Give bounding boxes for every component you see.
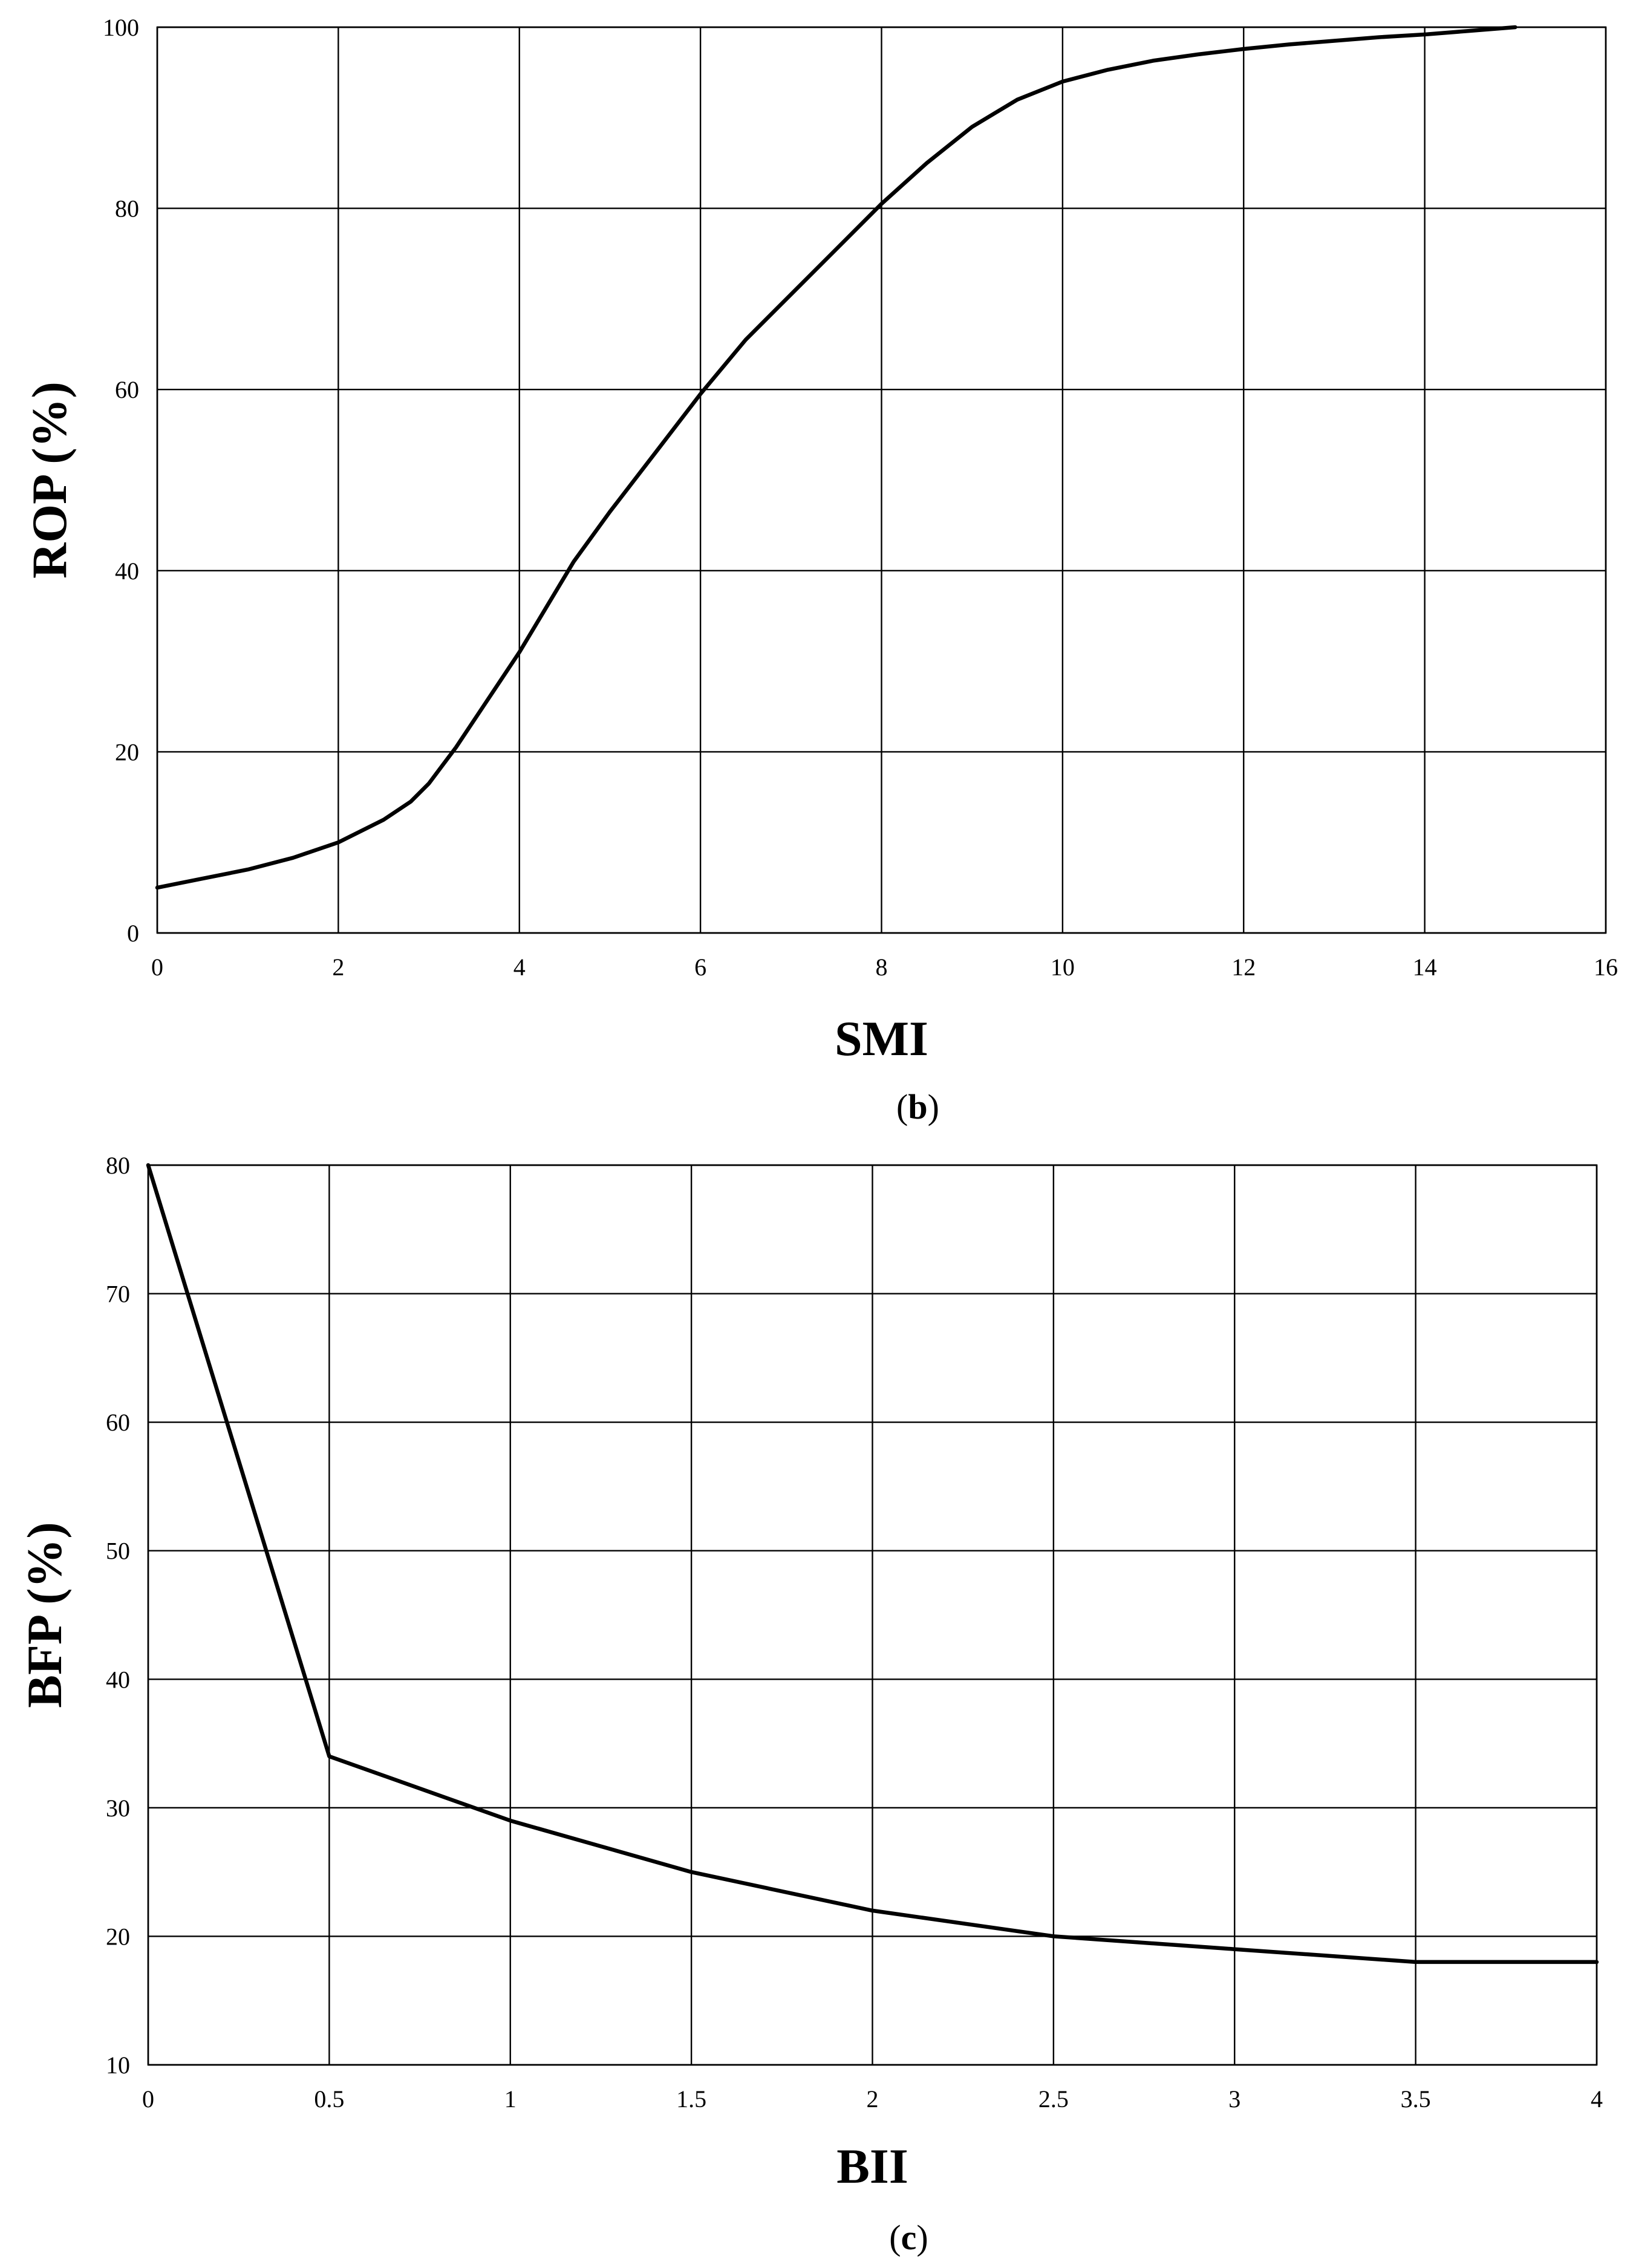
y-axis-title: BFP (%) [17, 1522, 72, 1707]
x-tick-labels: 0 2 4 6 8 10 12 14 16 [151, 954, 1618, 981]
y-tick-label: 70 [106, 1281, 130, 1308]
plot-frame [147, 1164, 1598, 2066]
y-tick-label: 80 [106, 1152, 130, 1179]
x-tick-labels: 0 0.5 1 1.5 2 2.5 3 3.5 4 [142, 2085, 1603, 2113]
gridlines [147, 1164, 1598, 2066]
y-tick-label: 30 [106, 1795, 130, 1822]
series-line [146, 1163, 1599, 1964]
x-tick-label: 14 [1413, 954, 1437, 981]
y-tick-label: 60 [106, 1409, 130, 1436]
x-tick-label: 4 [1591, 2085, 1603, 2113]
x-tick-label: 10 [1051, 954, 1075, 981]
x-tick-label: 3.5 [1401, 2085, 1431, 2113]
x-tick-label: 2 [332, 954, 344, 981]
y-tick-label: 80 [115, 195, 139, 223]
x-axis-title: SMI [835, 1011, 928, 1066]
y-tick-label: 20 [106, 1923, 130, 1950]
series-line [155, 25, 1517, 890]
y-tick-labels: 10 20 30 40 50 60 70 80 [106, 1152, 130, 2079]
x-tick-label: 12 [1231, 954, 1256, 981]
x-tick-label: 2.5 [1038, 2085, 1069, 2113]
y-axis-title: ROP (%) [22, 382, 77, 579]
y-tick-label: 40 [115, 557, 139, 585]
panel-caption-letter: b [908, 1087, 927, 1126]
chart-panel-c: 0 0.5 1 1.5 2 2.5 3 3.5 4 10 20 30 40 50 60 70 80 BII B… [17, 1152, 1603, 2257]
x-tick-label: 1 [504, 2085, 517, 2113]
x-tick-label: 16 [1594, 954, 1618, 981]
plot-frame [156, 26, 1607, 934]
x-tick-label: 4 [513, 954, 526, 981]
y-tick-label: 50 [106, 1538, 130, 1565]
gridlines [156, 26, 1607, 934]
y-tick-label: 60 [115, 376, 139, 403]
x-tick-label: 2 [867, 2085, 879, 2113]
y-tick-labels: 0 20 40 60 80 100 [103, 14, 139, 947]
series-layer [155, 25, 1517, 890]
x-tick-label: 0.5 [314, 2085, 344, 2113]
panel-caption: (c) [889, 2218, 928, 2257]
x-tick-label: 8 [876, 954, 888, 981]
x-axis-title: BII [836, 2139, 908, 2194]
series-layer [146, 1163, 1599, 1964]
panel-caption: (b) [896, 1087, 939, 1126]
x-tick-label: 0 [142, 2085, 154, 2113]
y-tick-label: 100 [103, 14, 139, 41]
x-tick-label: 6 [694, 954, 706, 981]
y-tick-label: 40 [106, 1666, 130, 1693]
y-tick-label: 10 [106, 2052, 130, 2079]
x-tick-label: 0 [151, 954, 163, 981]
panel-caption-letter: c [901, 2218, 917, 2257]
x-tick-label: 1.5 [676, 2085, 706, 2113]
y-tick-label: 20 [115, 738, 139, 765]
x-tick-label: 3 [1228, 2085, 1240, 2113]
chart-panel-b: 0 2 4 6 8 10 12 14 16 0 20 40 60 80 100 SMI ROP (%) (… [22, 14, 1618, 1126]
y-tick-label: 0 [127, 920, 139, 947]
